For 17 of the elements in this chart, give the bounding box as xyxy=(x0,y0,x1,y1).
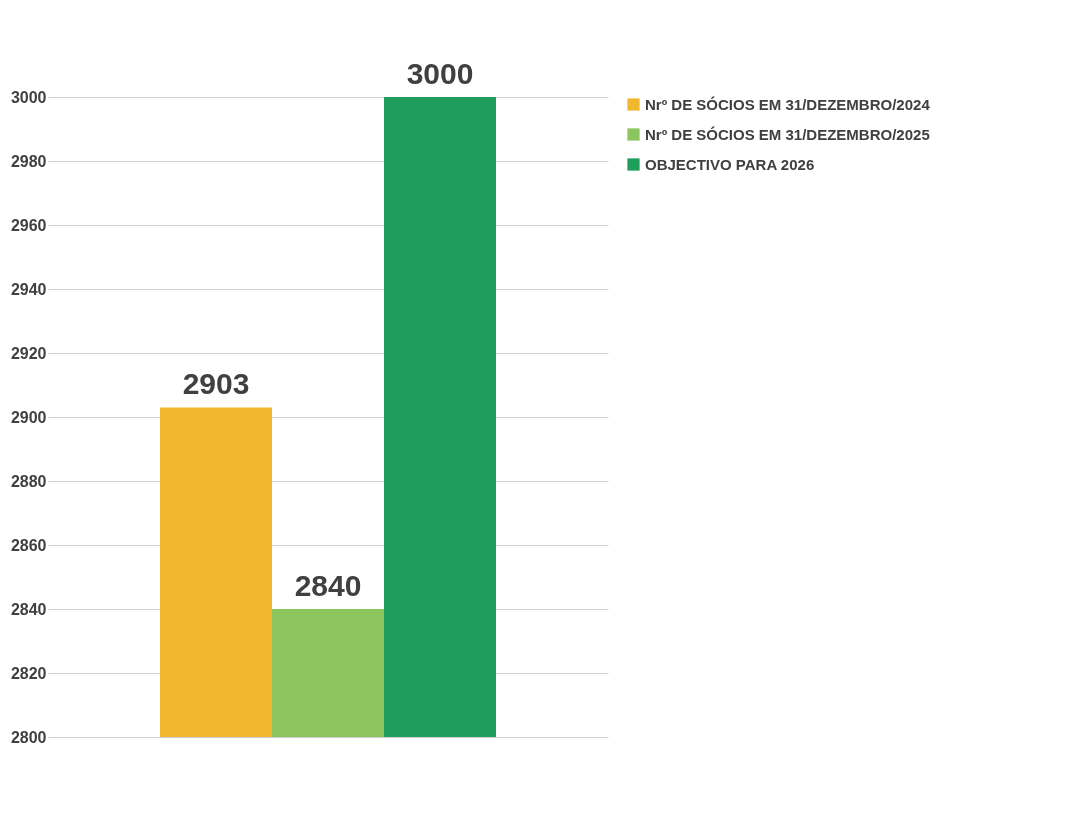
legend-label: Nrº DE SÓCIOS EM 31/DEZEMBRO/2025 xyxy=(645,125,930,143)
y-tick-label: 2840 xyxy=(10,600,47,618)
y-tick-label: 2980 xyxy=(10,152,47,170)
legend-label: OBJECTIVO PARA 2026 xyxy=(645,155,815,173)
y-tick-label: 2920 xyxy=(10,344,47,362)
data-label: 2840 xyxy=(294,569,362,602)
y-tick-label: 2860 xyxy=(10,536,47,554)
y-tick-label: 3000 xyxy=(10,88,47,106)
legend-label: Nrº DE SÓCIOS EM 31/DEZEMBRO/2024 xyxy=(645,95,931,113)
y-tick-label: 2880 xyxy=(10,472,47,490)
data-label: 3000 xyxy=(406,57,474,90)
data-label: 2903 xyxy=(182,367,250,401)
y-tick-label: 2900 xyxy=(10,408,47,426)
y-tick-label: 2960 xyxy=(10,216,47,234)
y-tick-label: 2800 xyxy=(10,728,47,746)
y-tick-label: 2940 xyxy=(10,280,47,298)
y-tick-label: 2820 xyxy=(10,664,47,682)
